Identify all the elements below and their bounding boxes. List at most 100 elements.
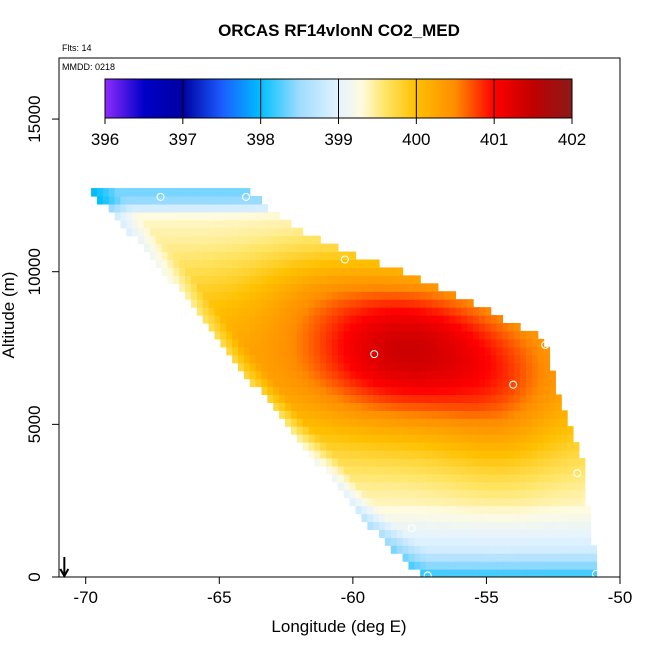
heatmap-cell (420, 481, 427, 491)
heatmap-cell (490, 481, 498, 491)
heatmap-cell (279, 251, 286, 261)
heatmap-cell (396, 489, 404, 499)
heatmap-cell (308, 323, 315, 332)
heatmap-cell (490, 489, 498, 499)
heatmap-cell (296, 354, 304, 364)
heatmap-cell (208, 299, 216, 308)
heatmap-cell (420, 545, 427, 554)
heatmap-cell (196, 267, 204, 276)
heatmap-cell (302, 378, 310, 388)
heatmap-cell (255, 259, 263, 269)
heatmap-cell (508, 450, 515, 459)
heatmap-cell (531, 521, 539, 530)
heatmap-cell (290, 378, 298, 388)
heatmap-cell (496, 434, 504, 443)
heatmap-cell (414, 402, 421, 411)
heatmap-cell (555, 418, 562, 427)
heatmap-cell (390, 450, 398, 459)
heatmap-cell (243, 291, 251, 300)
heatmap-cell (478, 545, 486, 554)
heatmap-cell (502, 545, 509, 554)
heatmap-cell (455, 545, 462, 554)
heatmap-cell (302, 362, 310, 372)
heatmap-cell (267, 307, 274, 316)
heatmap-cell (132, 227, 139, 237)
heatmap-cell (261, 219, 268, 229)
heatmap-cell (555, 561, 562, 570)
heatmap-cell (308, 370, 315, 380)
heatmap-cell (285, 330, 292, 340)
heatmap-cell (314, 283, 321, 292)
heatmap-cell (290, 291, 298, 300)
heatmap-cell (508, 410, 515, 419)
heatmap-cell (502, 386, 509, 396)
heatmap-cell (237, 338, 245, 348)
heatmap-cell (537, 362, 545, 372)
heatmap-cell (531, 553, 539, 562)
heatmap-cell (373, 465, 380, 475)
heatmap-cell (549, 410, 556, 419)
heatmap-cell (232, 338, 239, 348)
heatmap-cell (467, 481, 474, 491)
heatmap-cell (420, 323, 427, 332)
heatmap-cell (308, 418, 315, 427)
heatmap-cell (449, 553, 457, 562)
heatmap-cell (484, 346, 492, 356)
heatmap-cell (567, 497, 574, 507)
heatmap-cell (508, 434, 515, 443)
heatmap-cell (320, 450, 327, 459)
heatmap-cell (326, 378, 333, 388)
heatmap-cell (578, 505, 586, 515)
y-tick-label: 15000 (25, 95, 44, 142)
heatmap-cell (384, 346, 392, 356)
heatmap-cell (449, 410, 457, 419)
heatmap-cell (349, 307, 357, 316)
heatmap-cell (296, 370, 304, 380)
heatmap-cell (114, 203, 122, 213)
heatmap-cell (555, 465, 562, 475)
heatmap-cell (431, 481, 439, 491)
heatmap-cell (326, 267, 333, 276)
heatmap-cell (237, 323, 245, 332)
heatmap-cell (437, 529, 445, 538)
heatmap-cell (190, 195, 198, 205)
heatmap-cell (396, 299, 404, 308)
heatmap-cell (349, 251, 357, 261)
heatmap-cell (190, 211, 198, 221)
heatmap-cell (531, 394, 539, 403)
heatmap-cell (473, 553, 480, 562)
heatmap-cell (214, 211, 221, 221)
x-tick-label: -60 (341, 588, 366, 607)
heatmap-cell (326, 465, 333, 475)
heatmap-cell (461, 338, 468, 348)
heatmap-cell (396, 505, 404, 515)
heatmap-cell (314, 259, 321, 269)
heatmap-cell (367, 442, 374, 451)
heatmap-cell (502, 442, 509, 451)
heatmap-cell (379, 378, 386, 388)
heatmap-cell (449, 370, 457, 380)
heatmap-cell (420, 434, 427, 443)
heatmap-cell (279, 307, 286, 316)
heatmap-cell (349, 291, 357, 300)
heatmap-cell (473, 545, 480, 554)
heatmap-cell (367, 465, 374, 475)
heatmap-cell (496, 386, 504, 396)
heatmap-cell (332, 354, 339, 364)
heatmap-cell (167, 243, 174, 253)
heatmap-cell (455, 489, 462, 499)
heatmap-cell (508, 481, 515, 491)
heatmap-cell (473, 457, 480, 467)
heatmap-cell (132, 203, 139, 213)
heatmap-cell (437, 434, 445, 443)
heatmap-cell (196, 219, 204, 229)
heatmap-cell (514, 386, 521, 396)
heatmap-cell (520, 378, 527, 388)
heatmap-cell (302, 251, 310, 261)
heatmap-cell (320, 307, 327, 316)
heatmap-cell (361, 330, 368, 340)
heatmap-cell (496, 426, 504, 435)
heatmap-cell (567, 513, 574, 523)
heatmap-cell (361, 434, 368, 443)
heatmap-cell (396, 370, 404, 380)
